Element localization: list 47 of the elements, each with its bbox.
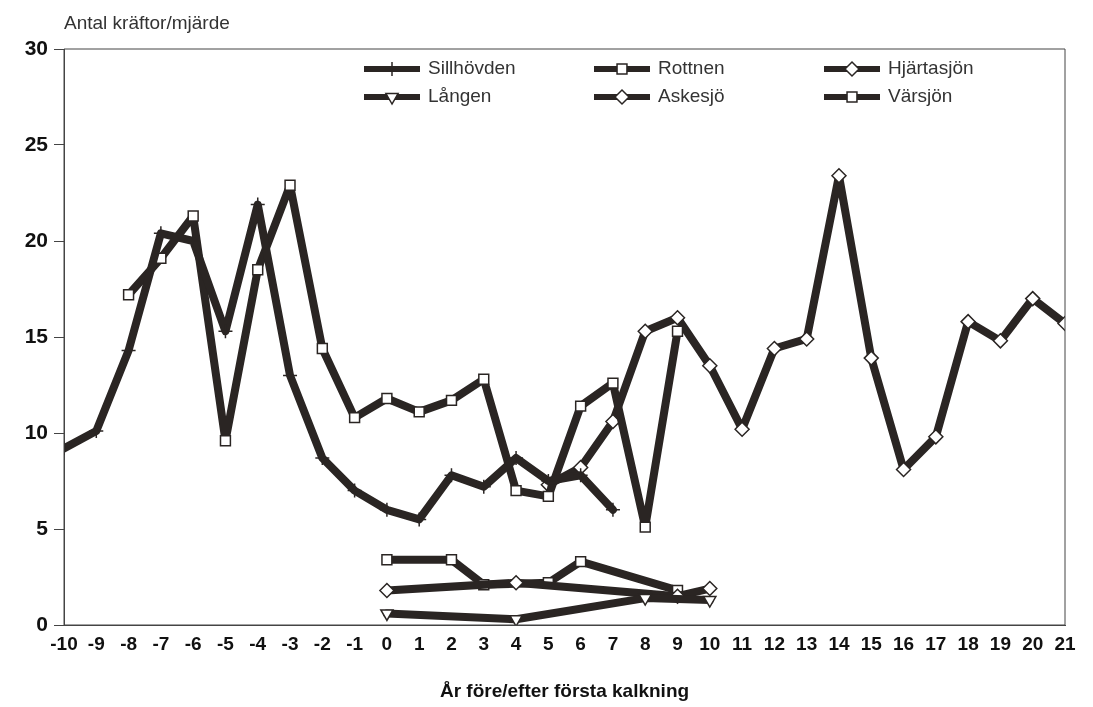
legend-label: Värsjön bbox=[888, 85, 953, 107]
x-tick-label: -4 bbox=[249, 632, 267, 654]
x-tick-label: 20 bbox=[1022, 632, 1044, 654]
x-tick-label: 3 bbox=[478, 632, 490, 654]
legend-label: Askesjö bbox=[658, 85, 725, 107]
x-tick-label: 2 bbox=[446, 632, 457, 654]
x-tick-label: 16 bbox=[892, 632, 915, 654]
x-tick-label: -6 bbox=[184, 632, 202, 654]
y-tick-label: 20 bbox=[24, 227, 48, 251]
x-tick-label: 15 bbox=[860, 632, 883, 654]
x-tick-label: -3 bbox=[281, 632, 299, 654]
legend-label: Hjärtasjön bbox=[888, 57, 974, 79]
y-tick-label: 0 bbox=[36, 611, 48, 635]
x-tick-label: -1 bbox=[346, 632, 364, 654]
x-tick-label: 18 bbox=[957, 632, 979, 654]
y-tick-label: 30 bbox=[24, 35, 48, 59]
x-tick-label: -8 bbox=[120, 632, 138, 654]
x-axis-title: År före/efter första kalkning bbox=[439, 679, 690, 701]
x-tick-label: 8 bbox=[639, 632, 651, 654]
legend-label: Lången bbox=[428, 85, 492, 107]
x-tick-label: 21 bbox=[1054, 632, 1076, 654]
x-tick-label: -7 bbox=[152, 632, 170, 654]
y-tick-label: 5 bbox=[36, 515, 49, 539]
x-tick-label: 11 bbox=[732, 632, 753, 654]
x-tick-label: 0 bbox=[381, 632, 393, 654]
y-tick-label: 15 bbox=[24, 323, 49, 347]
x-tick-label: 1 bbox=[413, 632, 425, 654]
x-tick-label: -10 bbox=[50, 632, 78, 654]
x-tick-label: -9 bbox=[87, 632, 105, 654]
x-tick-label: 6 bbox=[575, 632, 586, 654]
x-tick-label: 13 bbox=[796, 632, 818, 654]
y-tick-label: 25 bbox=[24, 131, 49, 155]
x-tick-label: -5 bbox=[217, 632, 235, 654]
x-tick-label: 4 bbox=[510, 632, 522, 654]
x-tick-label: 9 bbox=[672, 632, 683, 654]
x-tick-label: 12 bbox=[763, 632, 785, 654]
legend-label: Sillhövden bbox=[428, 57, 516, 79]
x-tick-label: 10 bbox=[699, 632, 721, 654]
x-tick-label: 7 bbox=[607, 632, 619, 654]
x-tick-label: 19 bbox=[989, 632, 1011, 654]
x-tick-label: 5 bbox=[543, 632, 555, 654]
x-tick-label: 17 bbox=[925, 632, 947, 654]
y-tick-label: 10 bbox=[24, 419, 48, 443]
x-tick-label: 14 bbox=[828, 632, 850, 654]
x-tick-label: -2 bbox=[313, 632, 331, 654]
legend-label: Rottnen bbox=[658, 57, 725, 79]
y-axis-title: Antal kräftor/mjärde bbox=[64, 12, 230, 34]
